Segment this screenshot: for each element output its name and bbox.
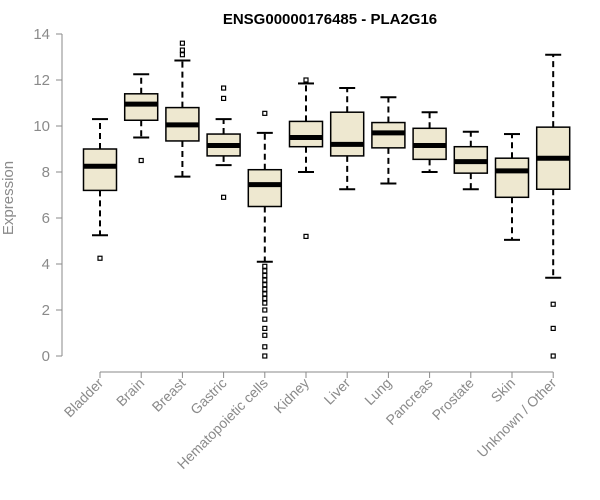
outlier-point <box>138 157 144 164</box>
y-tick-label: 0 <box>42 348 50 365</box>
outlier-point <box>262 316 268 322</box>
outlier-point <box>262 300 268 306</box>
x-tick-label: Lung <box>361 375 394 408</box>
box-group-brain <box>123 73 159 164</box>
outlier-point <box>179 40 185 46</box>
outlier-point <box>262 277 268 283</box>
y-tick-label: 10 <box>33 118 50 135</box>
box-group-skin <box>494 133 530 241</box>
box-iqr <box>247 168 283 208</box>
outlier-point <box>262 282 268 288</box>
y-tick-label: 4 <box>42 256 50 273</box>
outlier-point <box>262 110 268 116</box>
y-tick-label: 14 <box>33 26 50 43</box>
y-tick-label: 6 <box>42 210 50 227</box>
outlier-point <box>262 295 268 302</box>
box-group-kidney <box>288 77 324 239</box>
x-tick-label: Skin <box>488 375 519 406</box>
box-group-unknown-other <box>535 53 571 359</box>
y-tick-label: 2 <box>42 302 50 319</box>
y-axis-label: Expression <box>0 161 17 235</box>
outlier-point <box>221 85 227 91</box>
outlier-point <box>179 47 185 53</box>
box-group-lung <box>371 96 406 185</box>
boxes-layer <box>82 40 571 359</box>
outlier-point <box>550 301 556 307</box>
box-group-prostate <box>453 130 489 191</box>
box-iqr <box>329 111 365 157</box>
chart-title: ENSG00000176485 - PLA2G16 <box>223 11 437 28</box>
x-tick-label: Brain <box>113 375 147 409</box>
outlier-point <box>550 353 556 359</box>
x-tick-label: Kidney <box>271 375 313 417</box>
outlier-point <box>262 291 268 297</box>
outlier-point <box>262 286 268 292</box>
outlier-point <box>262 344 268 350</box>
outlier-point <box>97 255 103 261</box>
outlier-point <box>550 325 556 331</box>
outlier-point <box>262 272 268 279</box>
outlier-point <box>221 194 227 200</box>
box-iqr <box>123 93 159 122</box>
box-group-hematopoietic-cells <box>247 110 283 359</box>
box-iqr <box>82 148 118 192</box>
outlier-point <box>262 332 268 338</box>
outlier-point <box>179 52 185 58</box>
x-tick-label: Bladder <box>61 375 107 421</box>
box-group-bladder <box>82 118 118 261</box>
box-group-breast <box>165 40 200 178</box>
outlier-point <box>221 95 227 102</box>
y-axis: 0 2 4 6 8 10 12 14 <box>33 26 63 365</box>
x-tick-label: Liver <box>321 375 354 408</box>
x-tick-label: Prostate <box>429 375 477 423</box>
box-group-liver <box>329 87 365 191</box>
y-tick-label: 12 <box>33 72 50 89</box>
box-group-gastric <box>206 85 241 200</box>
outlier-point <box>303 77 309 83</box>
y-tick-label: 8 <box>42 164 50 181</box>
outlier-point <box>262 268 268 274</box>
outlier-point <box>262 307 268 313</box>
box-iqr <box>494 157 530 199</box>
outlier-point <box>262 353 268 359</box>
outlier-point <box>262 263 268 269</box>
box-iqr <box>288 120 324 148</box>
outlier-point <box>262 325 268 331</box>
box-group-pancreas <box>412 111 447 173</box>
x-tick-label: Breast <box>149 375 189 415</box>
outlier-point <box>303 233 309 239</box>
